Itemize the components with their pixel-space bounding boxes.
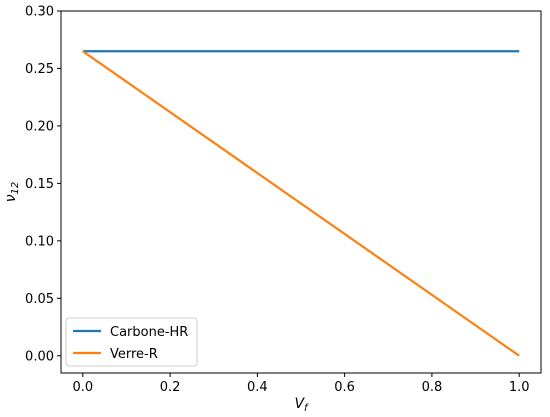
x-tick-label: 0.6 xyxy=(334,380,355,395)
ticks-layer: 0.0 0.2 0.4 0.6 0.8 1.0 0.00 0.05 0.10 0.15 0.20 0.… xyxy=(25,5,529,396)
legend-label-carbone-hr: Carbone-HR xyxy=(110,325,188,340)
series-layer xyxy=(82,50,520,357)
y-tick-label: 0.10 xyxy=(25,234,54,249)
x-tick-label: 0.8 xyxy=(422,380,443,395)
y-tick-label: 0.30 xyxy=(25,5,54,20)
y-tick-label: 0.15 xyxy=(25,177,54,192)
y-tick-label: 0.05 xyxy=(25,292,54,307)
series-line-verre-r xyxy=(82,50,520,357)
x-tick-label: 1.0 xyxy=(509,380,530,395)
y-tick-label: 0.20 xyxy=(25,119,54,134)
legend: Carbone-HR Verre-R xyxy=(65,317,198,367)
x-tick-label: 0.0 xyxy=(72,380,93,395)
x-tick-label: 0.4 xyxy=(247,380,268,395)
plot-frame xyxy=(60,10,542,374)
x-tick-label: 0.2 xyxy=(160,380,181,395)
legend-label-verre-r: Verre-R xyxy=(110,347,158,362)
y-tick-label: 0.00 xyxy=(25,349,54,364)
x-axis-title: Vf xyxy=(294,396,309,414)
y-tick-label: 0.25 xyxy=(25,62,54,77)
y-axis-title: ν12 xyxy=(3,182,21,203)
